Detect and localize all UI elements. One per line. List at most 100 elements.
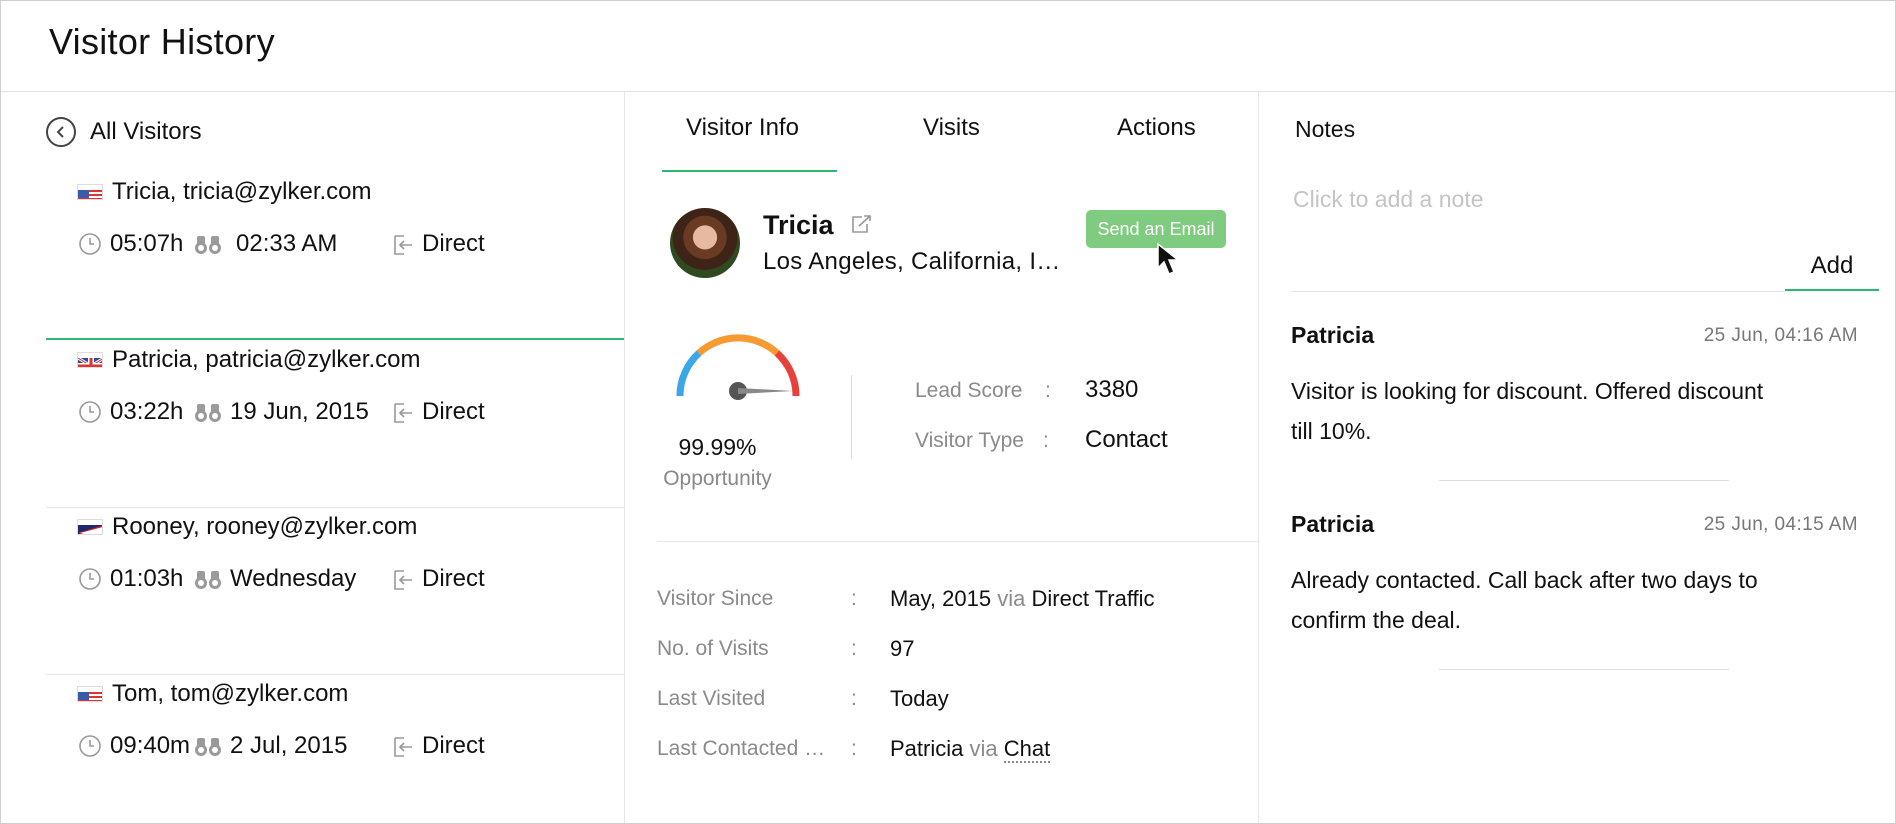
american-samoa-flag-icon (77, 519, 103, 535)
lead-score-value: 3380 (1085, 376, 1139, 403)
note-text-line: till 10%. (1291, 418, 1372, 444)
notes-panel: Notes Add Patricia 25 Jun, 04:16 AM Visi… (1259, 92, 1895, 823)
us-flag-icon (77, 184, 103, 200)
active-item-underline (46, 338, 624, 340)
opportunity-gauge (665, 328, 815, 433)
clock-icon (78, 567, 102, 591)
referrer-icon (392, 400, 414, 424)
visit-source: Direct (422, 565, 485, 592)
visitor-name-row: Patricia, patricia@zylker.com (77, 346, 420, 374)
visitor-name: Tom, tom@zylker.com (112, 680, 349, 707)
last-contacted-label: Last Contacted … (657, 737, 826, 760)
binoculars-icon (194, 735, 222, 757)
visitor-list-item[interactable]: Patricia, patricia@zylker.com 03:22h 19 … (46, 342, 624, 508)
last-seen: 2 Jul, 2015 (230, 732, 348, 759)
tab-actions[interactable]: Actions (1117, 114, 1196, 141)
note-input[interactable] (1293, 186, 1813, 213)
visitor-since-date: May, 2015 (890, 586, 992, 611)
note-timestamp: 25 Jun, 04:15 AM (1703, 514, 1858, 535)
item-divider (46, 674, 624, 675)
opportunity-label: Opportunity (663, 467, 772, 490)
visitor-type-value: Contact (1085, 426, 1168, 453)
referrer-icon (392, 567, 414, 591)
visit-source: Direct (422, 398, 485, 425)
uk-flag-icon (77, 352, 103, 368)
page-title: Visitor History (49, 21, 275, 62)
external-link-icon[interactable] (850, 210, 872, 241)
binoculars-icon (194, 401, 222, 423)
clock-icon (78, 232, 102, 256)
clock-icon (78, 734, 102, 758)
us-flag-icon (77, 686, 103, 702)
visitor-meta: 05:07h 02:33 AM Direct (78, 230, 485, 258)
binoculars-icon (194, 233, 222, 255)
note-text: Visitor is looking for discount. Offered… (1291, 371, 1851, 451)
visit-duration: 03:22h (110, 398, 184, 425)
last-seen: 19 Jun, 2015 (230, 398, 369, 425)
note-separator (1439, 669, 1729, 670)
last-contacted-by: Patricia (890, 736, 964, 761)
note-text-line: Already contacted. Call back after two d… (1291, 567, 1758, 593)
colon-separator: : (851, 637, 857, 660)
clock-icon (78, 400, 102, 424)
avatar (670, 208, 740, 278)
chat-link[interactable]: Chat (1003, 736, 1051, 763)
colon-separator: : (1045, 379, 1051, 402)
visitor-since-value: May, 2015 via Direct Traffic (890, 586, 1155, 612)
back-circle-icon (46, 117, 76, 147)
item-divider (46, 507, 624, 508)
last-contacted-value: Patricia via Chat (890, 736, 1051, 763)
colon-separator: : (1043, 429, 1049, 452)
visitor-list-item[interactable]: Rooney, rooney@zylker.com 01:03h Wednesd… (46, 509, 624, 675)
visit-duration: 01:03h (110, 565, 184, 592)
section-divider (657, 541, 1258, 542)
add-note-button[interactable]: Add (1810, 252, 1854, 279)
active-tab-indicator (662, 170, 837, 172)
visits-count-value: 97 (890, 636, 915, 661)
visits-count-label: No. of Visits (657, 637, 769, 660)
note-text: Already contacted. Call back after two d… (1291, 560, 1851, 640)
visit-source: Direct (422, 732, 485, 759)
page-header: Visitor History (1, 1, 1895, 92)
profile-name: Tricia (763, 210, 834, 240)
referrer-icon (392, 734, 414, 758)
visitor-meta: 03:22h 19 Jun, 2015 Direct (78, 398, 485, 426)
score-divider (851, 375, 852, 459)
notes-divider (1291, 291, 1785, 292)
visitor-name-row: Rooney, rooney@zylker.com (77, 513, 417, 541)
profile-name-row: Tricia (763, 210, 872, 241)
binoculars-icon (194, 568, 222, 590)
last-visited-label: Last Visited (657, 687, 766, 710)
visit-duration: 05:07h (110, 230, 184, 257)
all-visitors-label: All Visitors (90, 118, 202, 145)
last-seen: 02:33 AM (236, 230, 338, 257)
colon-separator: : (851, 687, 857, 710)
note-author: Patricia (1291, 322, 1375, 348)
visitor-name: Rooney, rooney@zylker.com (112, 513, 418, 540)
all-visitors-back-link[interactable]: All Visitors (46, 114, 202, 150)
colon-separator: : (851, 587, 857, 610)
tab-visitor-info[interactable]: Visitor Info (686, 114, 799, 141)
send-email-button[interactable]: Send an Email (1086, 210, 1226, 248)
note-text-line: confirm the deal. (1291, 607, 1462, 633)
referrer-icon (392, 232, 414, 256)
last-seen: Wednesday (230, 565, 357, 592)
notes-title: Notes (1295, 116, 1356, 142)
lead-score-label: Lead Score (915, 379, 1023, 402)
last-visited-value: Today (890, 686, 949, 711)
visitor-name: Tricia, tricia@zylker.com (112, 178, 372, 205)
visitor-list-panel: All Visitors Tricia, tricia@zylker.com 0… (1, 92, 625, 823)
colon-separator: : (851, 737, 857, 760)
note-separator (1439, 480, 1729, 481)
visitor-meta: 09:40m 2 Jul, 2015 Direct (78, 732, 485, 760)
traffic-source: Direct Traffic (1031, 586, 1155, 611)
add-button-underline (1785, 289, 1879, 291)
visitor-meta: 01:03h Wednesday Direct (78, 565, 485, 593)
visitor-list-item[interactable]: Tricia, tricia@zylker.com 05:07h 02:33 A… (46, 174, 624, 340)
visit-duration: 09:40m (110, 732, 191, 759)
visitor-list-item[interactable]: Tom, tom@zylker.com 09:40m 2 Jul, 2015 D… (46, 676, 624, 823)
visitor-type-label: Visitor Type (915, 429, 1024, 452)
note-timestamp: 25 Jun, 04:16 AM (1703, 325, 1858, 346)
tab-visits[interactable]: Visits (923, 114, 980, 141)
